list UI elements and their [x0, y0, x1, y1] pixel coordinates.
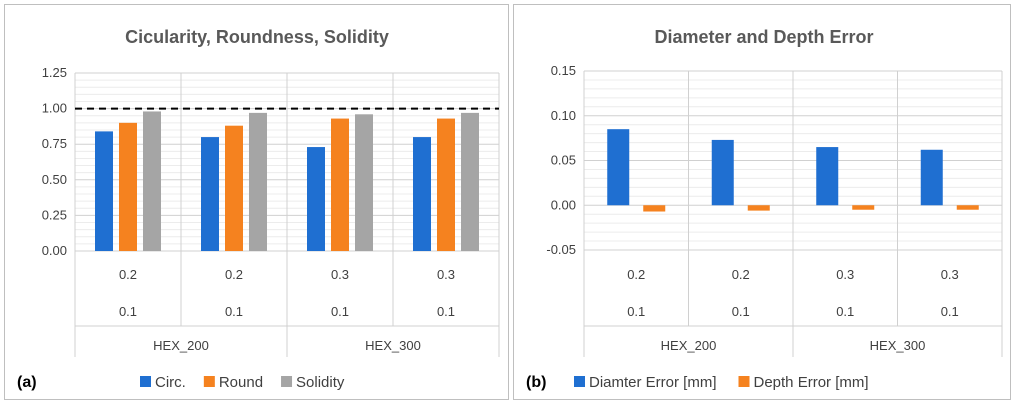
y-tick-label: 0.15 — [551, 63, 576, 78]
bar-diamter-error-mm- — [816, 147, 839, 206]
bar-diamter-error-mm- — [607, 129, 630, 206]
category-level1-label: 0.2 — [732, 267, 750, 282]
bar-solidity — [355, 114, 373, 252]
group-label: HEX_200 — [661, 338, 717, 353]
y-tick-label: 0.50 — [42, 172, 67, 187]
legend-swatch — [140, 376, 151, 387]
category-level1-label: 0.2 — [119, 267, 137, 282]
group-label: HEX_300 — [870, 338, 926, 353]
category-level2-label: 0.1 — [627, 304, 645, 319]
bar-round — [437, 118, 455, 252]
group-label: HEX_200 — [153, 338, 209, 353]
legend-swatch — [738, 376, 750, 387]
category-level2-label: 0.1 — [225, 304, 243, 319]
category-level1-label: 0.2 — [627, 267, 645, 282]
chart-a-svg: Cicularity, Roundness, Solidity (a) 0.00… — [17, 27, 500, 391]
chart-a-panel-label: (a) — [17, 374, 37, 391]
bar-diamter-error-mm- — [920, 149, 943, 206]
category-level2-label: 0.1 — [437, 304, 455, 319]
bar-round — [225, 125, 243, 251]
bar-diamter-error-mm- — [711, 139, 734, 206]
y-tick-label: 0.00 — [551, 197, 576, 212]
y-tick-label: 0.05 — [551, 153, 576, 168]
category-level2-label: 0.1 — [119, 304, 137, 319]
bar-depth-error-mm- — [747, 205, 770, 211]
legend-swatch — [281, 376, 293, 387]
category-level1-label: 0.3 — [331, 267, 349, 282]
bar-circ- — [95, 131, 113, 251]
y-tick-label: 1.00 — [42, 101, 67, 116]
bar-solidity — [249, 112, 267, 251]
bar-depth-error-mm- — [643, 205, 666, 212]
chart-a-title: Cicularity, Roundness, Solidity — [125, 27, 389, 47]
y-tick-label: 0.00 — [42, 243, 67, 258]
y-tick-label: 0.10 — [551, 108, 576, 123]
legend-label: Diamter Error [mm] — [589, 374, 717, 391]
category-level1-label: 0.3 — [941, 267, 959, 282]
bar-depth-error-mm- — [956, 205, 979, 210]
bar-circ- — [413, 137, 431, 251]
category-level1-label: 0.3 — [437, 267, 455, 282]
bar-circ- — [201, 137, 219, 251]
chart-b-panel-label: (b) — [526, 374, 546, 391]
category-level1-label: 0.2 — [225, 267, 243, 282]
category-level2-label: 0.1 — [331, 304, 349, 319]
y-tick-label: 0.25 — [42, 207, 67, 222]
bar-solidity — [461, 112, 479, 251]
legend-swatch — [203, 376, 215, 387]
legend-label: Solidity — [296, 374, 345, 391]
chart-b-svg: Diameter and Depth Error (b) -0.05 0.00 0.… — [526, 27, 1003, 391]
chart-panel-a: Cicularity, Roundness, Solidity (a) 0.00… — [4, 4, 509, 400]
y-tick-label: 0.75 — [42, 136, 67, 151]
bar-solidity — [143, 111, 161, 251]
category-level2-label: 0.1 — [836, 304, 854, 319]
y-tick-label: 1.25 — [42, 65, 67, 80]
chart-b-title: Diameter and Depth Error — [654, 27, 873, 47]
group-label: HEX_300 — [365, 338, 421, 353]
bar-circ- — [307, 147, 325, 251]
chart-panel-b: Diameter and Depth Error (b) -0.05 0.00 0.… — [513, 4, 1011, 400]
category-level2-label: 0.1 — [941, 304, 959, 319]
bar-round — [331, 118, 349, 252]
bar-round — [119, 122, 137, 251]
category-level2-label: 0.1 — [732, 304, 750, 319]
category-level1-label: 0.3 — [836, 267, 854, 282]
legend-label: Round — [219, 374, 263, 391]
legend-label: Depth Error [mm] — [754, 374, 869, 391]
bar-depth-error-mm- — [852, 205, 875, 210]
y-tick-label: -0.05 — [546, 242, 576, 257]
legend-label: Circ. — [155, 374, 186, 391]
legend-swatch — [574, 376, 585, 387]
